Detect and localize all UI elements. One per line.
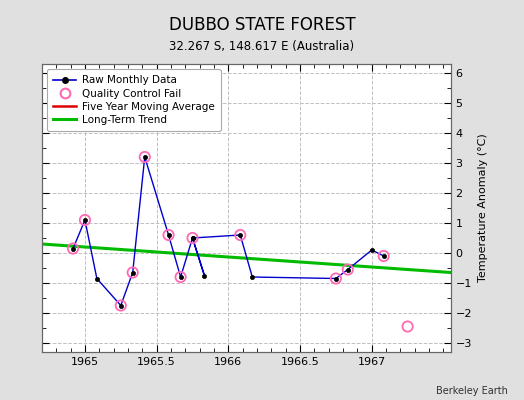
Raw Monthly Data (201, 273, 208, 278)
Raw Monthly Data (166, 232, 172, 237)
Raw Monthly Data (189, 236, 195, 240)
Raw Monthly Data (189, 236, 195, 240)
Quality Control Fail (69, 245, 77, 252)
Text: DUBBO STATE FOREST: DUBBO STATE FOREST (169, 16, 355, 34)
Raw Monthly Data (178, 274, 184, 279)
Raw Monthly Data (380, 254, 387, 258)
Raw Monthly Data (237, 232, 244, 237)
Text: 32.267 S, 148.617 E (Australia): 32.267 S, 148.617 E (Australia) (169, 40, 355, 53)
Quality Control Fail (140, 154, 149, 160)
Raw Monthly Data (249, 274, 255, 279)
Raw Monthly Data (345, 267, 351, 272)
Raw Monthly Data (70, 246, 76, 251)
Raw Monthly Data (82, 218, 88, 222)
Raw Monthly Data (141, 154, 148, 159)
Quality Control Fail (177, 274, 185, 280)
Quality Control Fail (379, 253, 388, 259)
Raw Monthly Data (118, 303, 124, 308)
Text: Berkeley Earth: Berkeley Earth (436, 386, 508, 396)
Raw Monthly Data (333, 276, 339, 281)
Quality Control Fail (344, 266, 352, 273)
Quality Control Fail (128, 269, 137, 276)
Line: Raw Monthly Data: Raw Monthly Data (71, 155, 386, 308)
Quality Control Fail (332, 275, 340, 282)
Quality Control Fail (236, 232, 245, 238)
Raw Monthly Data (94, 276, 100, 281)
Quality Control Fail (81, 217, 89, 223)
Quality Control Fail (117, 302, 125, 309)
Quality Control Fail (165, 232, 173, 238)
Quality Control Fail (188, 235, 196, 241)
Raw Monthly Data (368, 248, 375, 252)
Quality Control Fail (403, 323, 412, 330)
Legend: Raw Monthly Data, Quality Control Fail, Five Year Moving Average, Long-Term Tren: Raw Monthly Data, Quality Control Fail, … (47, 69, 221, 131)
Raw Monthly Data (129, 270, 136, 275)
Y-axis label: Temperature Anomaly (°C): Temperature Anomaly (°C) (477, 134, 487, 282)
